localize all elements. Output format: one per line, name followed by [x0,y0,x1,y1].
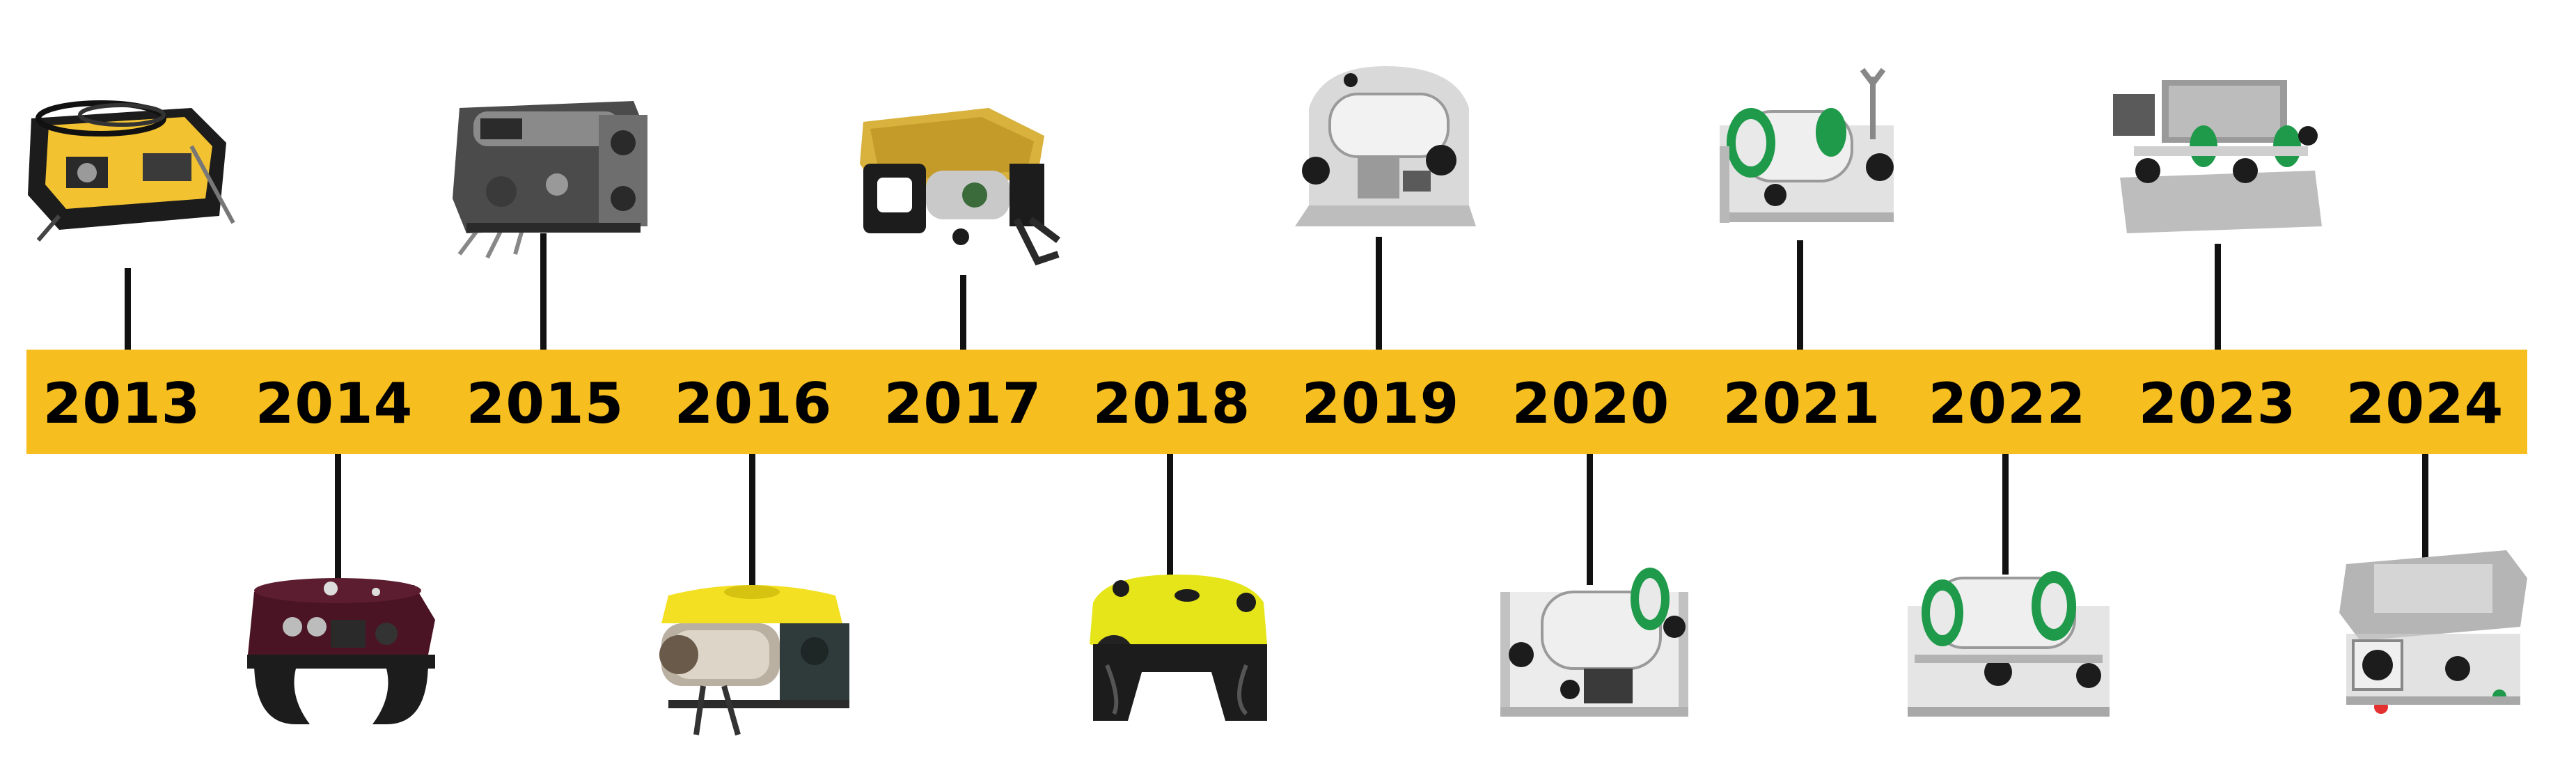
stem-2016 [749,453,755,609]
stem-2014 [335,453,341,592]
year-label-2020: 2020 [1511,371,1670,436]
year-label-2023: 2023 [2138,371,2297,436]
stem-2023 [2215,244,2221,352]
rov-2015-image [439,87,661,268]
stem-2015 [540,233,547,352]
rov-2017-image [849,94,1072,275]
stem-2020 [1587,453,1593,585]
year-label-2018: 2018 [1092,371,1251,436]
year-label-2016: 2016 [674,371,833,436]
rov-2020-image [1479,550,1702,731]
year-label-2014: 2014 [255,371,414,436]
year-label-2019: 2019 [1301,371,1460,436]
stem-2019 [1376,237,1382,352]
rov-2021-image [1692,63,1915,244]
stem-2013 [125,268,131,352]
year-label-2021: 2021 [1722,371,1881,436]
stem-2018 [1167,453,1173,585]
year-label-2017: 2017 [883,371,1042,436]
rov-2016-image [641,568,863,749]
year-label-2024: 2024 [2346,371,2504,436]
year-label-2015: 2015 [466,371,625,436]
stem-2024 [2422,453,2428,585]
rov-2022-image [1894,550,2116,731]
stem-2017 [960,275,966,352]
stem-2022 [2002,453,2009,575]
rov-2023-image [2106,66,2329,247]
rov-2024-image [2318,536,2541,717]
year-label-2022: 2022 [1928,371,2087,436]
rov-2018-image [1065,561,1288,742]
rov-2019-image [1274,59,1497,240]
stem-2021 [1797,240,1803,352]
year-label-2013: 2013 [42,371,201,436]
rov-2014-image [226,557,449,738]
rov-2013-image [17,77,240,258]
timeline-bar [26,350,2527,454]
